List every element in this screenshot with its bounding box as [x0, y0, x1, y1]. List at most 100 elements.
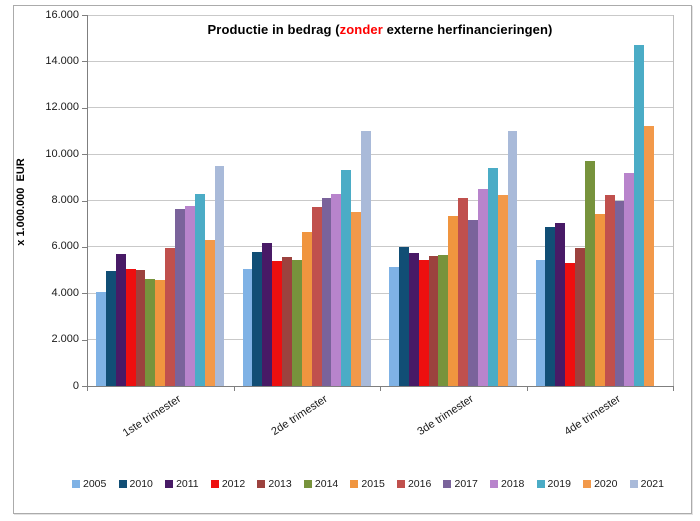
bar-2011-1ste-trimester — [115, 253, 126, 386]
legend-swatch-2017 — [443, 480, 452, 488]
y-axis-tick-label: 12.000 — [45, 101, 79, 114]
legend-swatch-2015 — [350, 480, 359, 488]
bar-2012-4de-trimester — [565, 263, 576, 386]
bar-2005-1ste-trimester — [96, 292, 106, 386]
gridline-4000 — [87, 292, 673, 294]
bar-2014-4de-trimester — [584, 161, 595, 386]
x-axis-line — [83, 386, 674, 387]
plot-right-border — [673, 15, 674, 386]
bar-2015-4de-trimester — [594, 214, 605, 386]
legend-label-2015: 2015 — [361, 478, 385, 490]
bar-2016-1ste-trimester — [165, 248, 176, 386]
bar-2018-4de-trimester — [624, 172, 635, 386]
y-axis-tick-label: 0 — [72, 379, 79, 392]
bar-2016-2de-trimester — [311, 207, 322, 386]
bar-2010-3de-trimester — [398, 246, 409, 386]
bar-2021-3de-trimester — [507, 130, 518, 386]
bar-2005-3de-trimester — [389, 266, 399, 386]
y-axis-tick — [82, 386, 87, 387]
bar-2019-4de-trimester — [634, 45, 645, 386]
chart-title-highlight: zonder — [339, 22, 383, 37]
bar-2010-2de-trimester — [252, 251, 263, 386]
bar-2012-1ste-trimester — [125, 268, 136, 386]
legend-label-2010: 2010 — [129, 478, 153, 490]
y-axis-tick-label: 2.000 — [51, 333, 79, 346]
y-axis-title: x 1.000.000 EUR — [15, 158, 27, 246]
legend-item-2014: 2014 — [303, 478, 339, 490]
legend-swatch-2021 — [629, 480, 638, 488]
y-axis-tick — [82, 107, 87, 109]
y-axis-tick — [82, 293, 87, 295]
legend-item-2018: 2018 — [490, 479, 524, 489]
y-axis-tick — [82, 154, 87, 156]
legend-label-2019: 2019 — [547, 478, 571, 490]
bar-2021-1ste-trimester — [214, 165, 225, 386]
x-axis-label-3de-trimester: 3de trimester — [415, 393, 476, 439]
legend-label-2014: 2014 — [314, 478, 339, 490]
x-axis-label-2de-trimester: 2de trimester — [268, 393, 330, 439]
legend-item-2011: 2011 — [165, 479, 199, 489]
bar-2012-2de-trimester — [272, 260, 283, 386]
gridline-16000 — [87, 14, 673, 16]
legend-label-2018: 2018 — [501, 478, 525, 490]
legend-item-2010: 2010 — [118, 478, 153, 490]
bar-2019-3de-trimester — [487, 168, 498, 386]
legend-label-2021: 2021 — [640, 478, 664, 490]
bar-2018-2de-trimester — [331, 193, 342, 386]
bar-2017-1ste-trimester — [175, 208, 185, 386]
bar-2015-1ste-trimester — [155, 280, 166, 386]
bar-2005-4de-trimester — [535, 259, 546, 386]
legend-label-2013: 2013 — [268, 478, 292, 490]
legend-item-2020: 2020 — [583, 479, 617, 489]
x-axis-tick — [233, 387, 235, 391]
bar-2012-3de-trimester — [418, 259, 429, 386]
gridline-6000 — [87, 246, 673, 248]
legend-item-2016: 2016 — [396, 479, 431, 489]
legend-swatch-2014 — [303, 480, 312, 488]
gridline-2000 — [87, 339, 673, 341]
legend-item-2017: 2017 — [443, 478, 478, 490]
y-axis-tick-label: 16.000 — [45, 8, 79, 21]
legend-swatch-2016 — [396, 480, 405, 488]
y-axis-line — [87, 15, 88, 387]
legend-swatch-2018 — [490, 480, 499, 488]
legend-swatch-2013 — [257, 480, 266, 488]
bar-2020-1ste-trimester — [204, 239, 215, 386]
gridline-8000 — [87, 200, 673, 201]
bar-2018-3de-trimester — [477, 188, 488, 386]
legend-label-2017: 2017 — [454, 478, 478, 490]
legend-swatch-2005 — [72, 480, 80, 488]
legend-swatch-2010 — [118, 480, 127, 488]
bar-2014-2de-trimester — [291, 259, 302, 386]
legend-item-2013: 2013 — [257, 478, 292, 490]
y-axis-tick — [82, 339, 87, 341]
bar-2016-4de-trimester — [604, 194, 615, 386]
bar-2013-1ste-trimester — [135, 270, 146, 386]
bar-2020-4de-trimester — [644, 126, 655, 386]
bar-2014-1ste-trimester — [145, 279, 156, 386]
bar-2017-3de-trimester — [468, 220, 478, 386]
chart-title: Productie in bedrag (zonder externe herf… — [87, 22, 673, 37]
bar-2010-1ste-trimester — [105, 271, 116, 386]
y-axis-tick — [82, 15, 87, 16]
bar-2021-2de-trimester — [361, 130, 371, 386]
legend: 2005 2010 2011 2012 2013 2014 2015 2016 2017 2018… — [72, 479, 664, 489]
bar-2015-3de-trimester — [448, 215, 459, 386]
y-axis-tick-label: 14.000 — [45, 54, 79, 67]
y-axis-tick — [82, 61, 87, 63]
legend-swatch-2012 — [210, 480, 219, 488]
bar-2016-3de-trimester — [458, 198, 469, 386]
x-axis-tick — [380, 387, 381, 391]
legend-swatch-2011 — [165, 480, 174, 488]
x-axis-label-1ste-trimester: 1ste trimester — [120, 393, 183, 440]
legend-swatch-2020 — [583, 480, 592, 488]
bar-2017-4de-trimester — [614, 200, 625, 386]
bar-2013-2de-trimester — [282, 257, 292, 386]
legend-label-2020: 2020 — [594, 478, 618, 490]
bar-2011-4de-trimester — [555, 222, 566, 386]
bar-2011-3de-trimester — [408, 252, 419, 386]
gridline-10000 — [87, 153, 673, 155]
y-axis-tick-label: 10.000 — [45, 147, 79, 160]
bar-2013-4de-trimester — [575, 248, 585, 386]
